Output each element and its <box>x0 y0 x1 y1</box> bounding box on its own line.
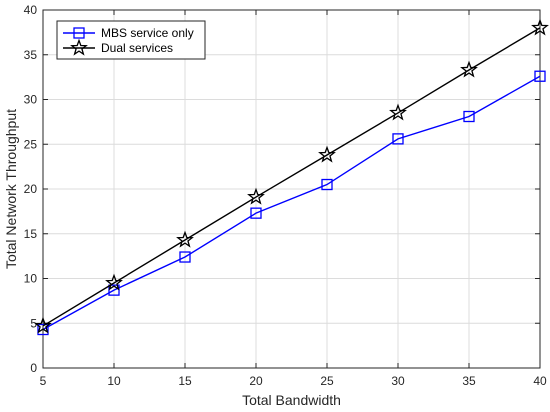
x-tick-label: 5 <box>40 374 47 388</box>
y-tick-label: 30 <box>24 93 38 107</box>
legend-box <box>56 20 206 60</box>
series-line <box>42 75 541 331</box>
y-tick-label: 15 <box>24 227 38 241</box>
data-series <box>34 18 549 336</box>
x-tick-label: 20 <box>249 374 263 388</box>
y-tick-label: 25 <box>24 137 38 151</box>
data-point-marker <box>531 18 549 36</box>
series-mbs-service-only <box>37 70 546 336</box>
data-point-marker <box>460 60 478 78</box>
x-tick-label: 30 <box>391 374 405 388</box>
x-tick-label: 15 <box>178 374 192 388</box>
legend-label: Dual services <box>101 41 173 55</box>
y-tick-label: 5 <box>30 316 37 330</box>
y-tick-label: 20 <box>24 182 38 196</box>
x-tick-label: 40 <box>533 374 547 388</box>
legend-item: MBS service only <box>63 26 194 40</box>
data-point-marker <box>176 230 194 248</box>
data-point-marker <box>247 187 265 205</box>
legend-marker <box>70 38 88 56</box>
data-point-marker <box>37 323 49 336</box>
x-axis-label: Total Bandwidth <box>242 392 341 408</box>
series-line <box>42 27 541 327</box>
data-point-marker <box>321 178 333 191</box>
legend-item: Dual services <box>63 38 173 56</box>
data-point-marker <box>318 145 336 163</box>
y-tick-label: 35 <box>24 48 38 62</box>
data-point-marker <box>463 110 475 123</box>
y-tick-label: 0 <box>30 361 37 375</box>
y-axis-label: Total Network Throughput <box>3 109 19 269</box>
legend-label: MBS service only <box>101 26 194 40</box>
data-point-marker <box>392 133 404 145</box>
x-tick-label: 10 <box>107 374 121 388</box>
data-point-marker <box>105 273 123 291</box>
data-point-marker <box>534 70 546 82</box>
x-tick-label: 25 <box>320 374 334 388</box>
data-point-marker <box>34 316 52 334</box>
series-dual-services <box>34 18 549 334</box>
data-point-marker <box>179 251 191 263</box>
y-tick-label: 40 <box>24 3 38 17</box>
x-tick-label: 35 <box>462 374 476 388</box>
y-tick-label: 10 <box>24 272 38 286</box>
data-point-marker <box>389 103 407 121</box>
data-point-marker <box>250 207 262 219</box>
legend-marker <box>73 27 85 39</box>
